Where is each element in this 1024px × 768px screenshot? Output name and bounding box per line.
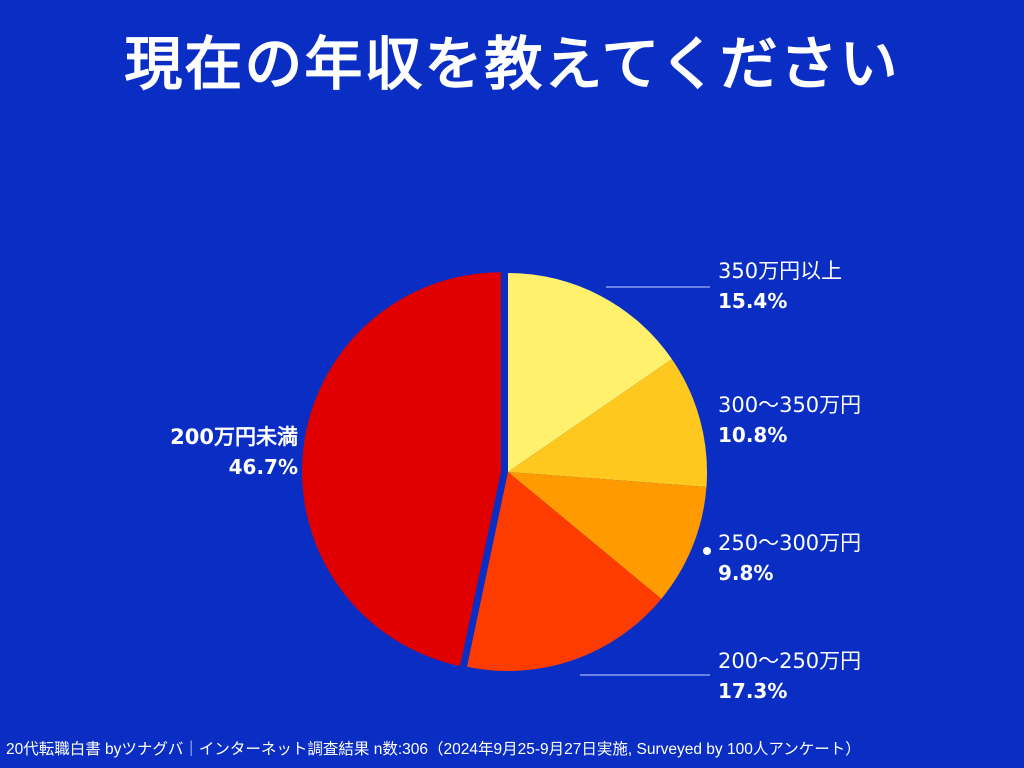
- slice-label-3: 250〜300万円: [718, 531, 861, 555]
- leader-dot-3: [703, 547, 711, 555]
- slice-label-4: 200〜250万円: [718, 649, 861, 673]
- slice-label-2: 300〜350万円: [718, 393, 861, 417]
- pie-slice-2: [508, 359, 707, 487]
- pie-slice-3: [508, 472, 707, 599]
- pie-slice-5: [302, 272, 502, 667]
- source-footnote: 20代転職白書 byツナグバ｜インターネット調査結果 n数:306（2024年9…: [6, 741, 861, 758]
- slice-label-1: 350万円以上: [718, 259, 842, 283]
- pie-slice-1: [508, 273, 672, 472]
- slice-label-5: 200万円未満: [170, 425, 298, 449]
- leader-lines: [580, 286, 711, 676]
- pie-slices: [302, 272, 707, 671]
- slice-value-3: 9.8%: [718, 561, 773, 585]
- slice-value-5: 46.7%: [229, 455, 298, 479]
- pie-slice-4: [467, 472, 662, 671]
- slice-labels: 350万円以上 15.4% 300〜350万円 10.8% 250〜300万円 9.8% 2…: [170, 259, 861, 703]
- slice-value-4: 17.3%: [718, 679, 787, 703]
- chart-title: 現在の年収を教えてください: [124, 30, 900, 98]
- slice-value-2: 10.8%: [718, 423, 787, 447]
- slice-value-1: 15.4%: [718, 289, 787, 313]
